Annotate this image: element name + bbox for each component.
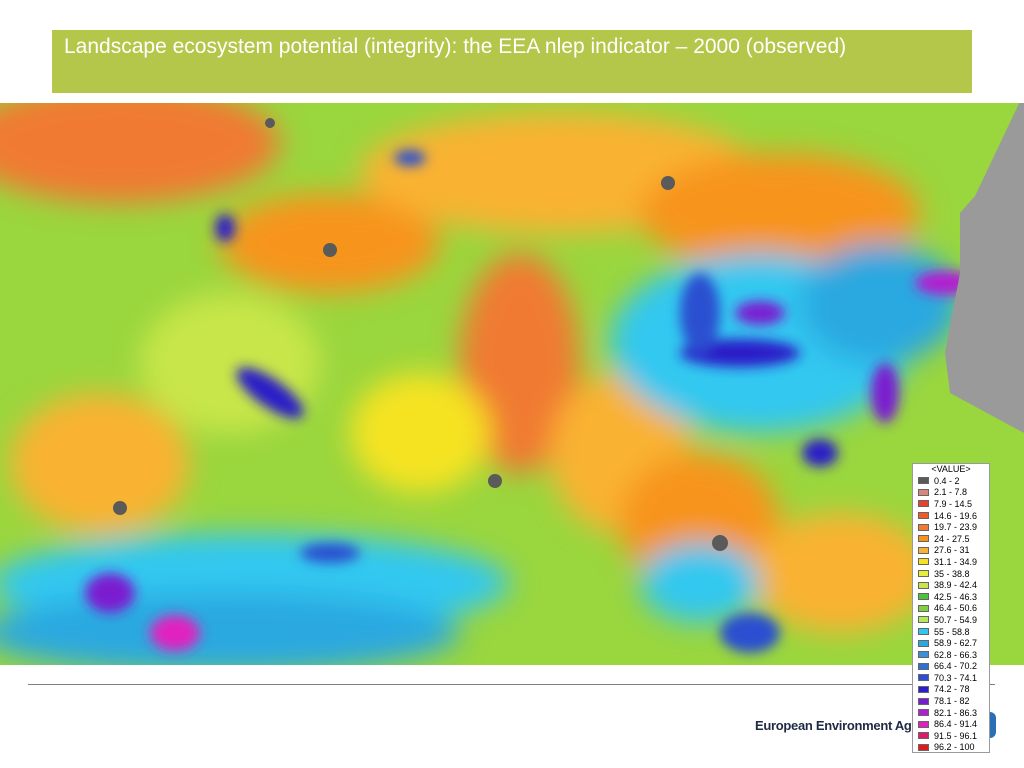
legend-label: 46.4 - 50.6 <box>934 603 978 614</box>
legend-swatch <box>918 616 929 624</box>
title: Landscape ecosystem potential (integrity… <box>64 35 847 58</box>
legend-label: 50.7 - 54.9 <box>934 614 978 625</box>
legend-label: 35 - 38.8 <box>934 568 970 579</box>
legend-row: 86.4 - 91.4 <box>913 718 989 730</box>
legend-label: 78.1 - 82 <box>934 696 970 707</box>
legend-row: 96.2 - 100 <box>913 742 989 754</box>
legend-label: 58.9 - 62.7 <box>934 638 978 649</box>
legend-swatch <box>918 512 929 520</box>
footer-text: European Environment Ag <box>755 718 912 733</box>
legend-row: 42.5 - 46.3 <box>913 591 989 603</box>
legend-swatch <box>918 604 929 612</box>
legend-label: 7.9 - 14.5 <box>934 498 973 509</box>
legend-swatch <box>918 570 929 578</box>
map <box>0 103 1024 665</box>
legend-swatch <box>918 685 929 693</box>
legend-label: 55 - 58.8 <box>934 626 970 637</box>
legend-row: 0.4 - 2 <box>913 475 989 487</box>
legend-row: 46.4 - 50.6 <box>913 603 989 615</box>
legend-swatch <box>918 697 929 705</box>
legend-swatch <box>918 488 929 496</box>
legend-swatch <box>918 546 929 554</box>
legend-swatch <box>918 593 929 601</box>
legend-label: 74.2 - 78 <box>934 684 970 695</box>
legend-row: 91.5 - 96.1 <box>913 730 989 742</box>
legend-label: 91.5 - 96.1 <box>934 730 978 741</box>
legend-label: 66.4 - 70.2 <box>934 661 978 672</box>
legend-swatch <box>918 535 929 543</box>
legend-row: 38.9 - 42.4 <box>913 579 989 591</box>
legend-heading: <VALUE> <box>931 464 971 474</box>
legend-swatch <box>918 709 929 717</box>
legend-row: 70.3 - 74.1 <box>913 672 989 684</box>
legend-swatch <box>918 674 929 682</box>
legend-row: 2.1 - 7.8 <box>913 487 989 499</box>
legend-row: 58.9 - 62.7 <box>913 637 989 649</box>
legend-row: 35 - 38.8 <box>913 568 989 580</box>
legend-row: 31.1 - 34.9 <box>913 556 989 568</box>
legend-swatch <box>918 662 929 670</box>
legend-swatch <box>918 639 929 647</box>
legend-label: 0.4 - 2 <box>934 475 960 486</box>
legend-label: 24 - 27.5 <box>934 533 970 544</box>
legend-row: 78.1 - 82 <box>913 695 989 707</box>
legend-label: 38.9 - 42.4 <box>934 580 978 591</box>
legend: <VALUE> 0.4 - 2 2.1 - 7.8 7.9 - 14.5 14.6 -… <box>912 463 990 753</box>
legend-label: 31.1 - 34.9 <box>934 556 978 567</box>
legend-swatch <box>918 477 929 485</box>
legend-row: 62.8 - 66.3 <box>913 649 989 661</box>
legend-swatch <box>918 732 929 740</box>
legend-swatch <box>918 500 929 508</box>
legend-swatch <box>918 743 929 751</box>
legend-swatch <box>918 523 929 531</box>
legend-swatch <box>918 628 929 636</box>
legend-row: 7.9 - 14.5 <box>913 498 989 510</box>
legend-label: 19.7 - 23.9 <box>934 522 978 533</box>
legend-row: 19.7 - 23.9 <box>913 521 989 533</box>
legend-label: 70.3 - 74.1 <box>934 672 978 683</box>
legend-swatch <box>918 558 929 566</box>
legend-row: 55 - 58.8 <box>913 626 989 638</box>
legend-swatch <box>918 651 929 659</box>
legend-label: 82.1 - 86.3 <box>934 707 978 718</box>
divider <box>28 684 995 685</box>
legend-label: 42.5 - 46.3 <box>934 591 978 602</box>
legend-row: 27.6 - 31 <box>913 545 989 557</box>
legend-label: 2.1 - 7.8 <box>934 487 968 498</box>
legend-label: 96.2 - 100 <box>934 742 975 753</box>
title-bar: Landscape ecosystem potential (integrity… <box>52 30 972 93</box>
legend-label: 27.6 - 31 <box>934 545 970 556</box>
legend-row: 14.6 - 19.6 <box>913 510 989 522</box>
legend-swatch <box>918 581 929 589</box>
legend-row: 66.4 - 70.2 <box>913 661 989 673</box>
legend-row: 24 - 27.5 <box>913 533 989 545</box>
legend-label: 14.6 - 19.6 <box>934 510 978 521</box>
legend-row: 50.7 - 54.9 <box>913 614 989 626</box>
legend-swatch <box>918 720 929 728</box>
legend-row: 74.2 - 78 <box>913 684 989 696</box>
legend-label: 62.8 - 66.3 <box>934 649 978 660</box>
legend-label: 86.4 - 91.4 <box>934 719 978 730</box>
legend-row: 82.1 - 86.3 <box>913 707 989 719</box>
